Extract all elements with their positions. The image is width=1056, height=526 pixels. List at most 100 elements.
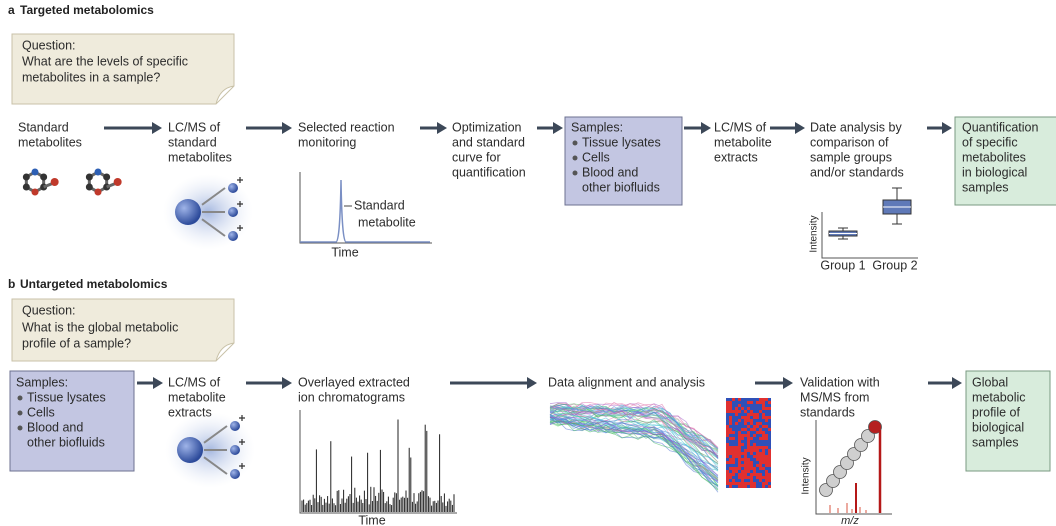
question-heading: Question: bbox=[22, 38, 76, 52]
heatmap-cell bbox=[747, 407, 750, 410]
result-text: samples bbox=[962, 180, 1009, 194]
heatmap-cell bbox=[753, 443, 756, 446]
heatmap-cell bbox=[753, 479, 756, 482]
heatmap-cell bbox=[765, 473, 768, 476]
heatmap-cell bbox=[756, 440, 759, 443]
heatmap-cell bbox=[732, 419, 735, 422]
heatmap-cell bbox=[765, 398, 768, 401]
heatmap-cell bbox=[753, 485, 756, 488]
heatmap-cell bbox=[753, 473, 756, 476]
heatmap-cell bbox=[744, 404, 747, 407]
samples-item: Tissue lysates bbox=[582, 135, 661, 149]
step-text: and standard bbox=[452, 135, 525, 149]
heatmap-cell bbox=[750, 407, 753, 410]
heatmap-cell bbox=[762, 440, 765, 443]
heatmap-cell bbox=[759, 470, 762, 473]
heatmap-cell bbox=[732, 467, 735, 470]
heatmap-cell bbox=[753, 413, 756, 416]
heatmap-cell bbox=[726, 464, 729, 467]
bullet bbox=[573, 156, 578, 161]
heatmap-cell bbox=[756, 422, 759, 425]
question-text: What is the global metabolic bbox=[22, 320, 178, 334]
heatmap-cell bbox=[747, 464, 750, 467]
heatmap-cell bbox=[732, 455, 735, 458]
heatmap-cell bbox=[765, 482, 768, 485]
heatmap-cell bbox=[747, 470, 750, 473]
heatmap-cell bbox=[726, 440, 729, 443]
heatmap-cell bbox=[765, 455, 768, 458]
heatmap-cell bbox=[744, 401, 747, 404]
heatmap-cell bbox=[741, 407, 744, 410]
heatmap-cell bbox=[756, 464, 759, 467]
heatmap-cell bbox=[753, 416, 756, 419]
heatmap-cell bbox=[738, 479, 741, 482]
heatmap-cell bbox=[738, 464, 741, 467]
heatmap-cell bbox=[747, 413, 750, 416]
heatmap-cell bbox=[738, 428, 741, 431]
heatmap-cell bbox=[762, 416, 765, 419]
heatmap-cell bbox=[735, 404, 738, 407]
arrow-head bbox=[952, 377, 962, 389]
heatmap-cell bbox=[762, 452, 765, 455]
panel-label: a bbox=[8, 3, 15, 17]
heatmap-cell bbox=[756, 446, 759, 449]
heatmap-cell bbox=[747, 467, 750, 470]
heatmap-cell bbox=[768, 467, 771, 470]
heatmap-cell bbox=[726, 407, 729, 410]
heatmap-cell bbox=[762, 428, 765, 431]
step-text: and/or standards bbox=[810, 165, 904, 179]
heatmap-cell bbox=[768, 410, 771, 413]
heatmap-cell bbox=[729, 410, 732, 413]
axis-label: Intensity bbox=[809, 215, 820, 252]
heatmap-cell bbox=[732, 434, 735, 437]
step-text: LC/MS of bbox=[714, 120, 767, 134]
heatmap-cell bbox=[762, 434, 765, 437]
heatmap-cell bbox=[732, 449, 735, 452]
figure: aTargeted metabolomicsQuestion:What are … bbox=[0, 0, 1056, 526]
atom bbox=[32, 169, 39, 176]
peak-label: Standard bbox=[354, 198, 405, 212]
heatmap-cell bbox=[756, 470, 759, 473]
heatmap-cell bbox=[732, 476, 735, 479]
heatmap-cell bbox=[750, 428, 753, 431]
heatmap-cell bbox=[744, 485, 747, 488]
heatmap-cell bbox=[738, 455, 741, 458]
heatmap-cell bbox=[741, 401, 744, 404]
heatmap-cell bbox=[765, 404, 768, 407]
heatmap-cell bbox=[753, 467, 756, 470]
step-text: MS/MS from bbox=[800, 390, 869, 404]
question-text: profile of a sample? bbox=[22, 336, 131, 350]
heatmap-cell bbox=[747, 452, 750, 455]
step-text: comparison of bbox=[810, 135, 889, 149]
heatmap-cell bbox=[756, 407, 759, 410]
heatmap-cell bbox=[744, 476, 747, 479]
heatmap-cell bbox=[747, 410, 750, 413]
step-text: metabolites bbox=[18, 135, 82, 149]
panel-title: Targeted metabolomics bbox=[20, 3, 154, 17]
heatmap-cell bbox=[756, 413, 759, 416]
heatmap-cell bbox=[744, 422, 747, 425]
heatmap-cell bbox=[744, 416, 747, 419]
heatmap-cell bbox=[747, 416, 750, 419]
heatmap-cell bbox=[759, 407, 762, 410]
heatmap-cell bbox=[756, 449, 759, 452]
heatmap-cell bbox=[729, 479, 732, 482]
heatmap-cell bbox=[744, 431, 747, 434]
group-label: Group 1 bbox=[820, 258, 865, 272]
heatmap-cell bbox=[735, 443, 738, 446]
heatmap-cell bbox=[735, 482, 738, 485]
ion-charge bbox=[239, 415, 245, 421]
group-label: Group 2 bbox=[872, 258, 917, 272]
heatmap-cell bbox=[741, 413, 744, 416]
heatmap-cell bbox=[726, 452, 729, 455]
heatmap-cell bbox=[753, 404, 756, 407]
heatmap-cell bbox=[738, 425, 741, 428]
heatmap-cell bbox=[759, 398, 762, 401]
heatmap-cell bbox=[756, 461, 759, 464]
heatmap-cell bbox=[732, 473, 735, 476]
heatmap-cell bbox=[762, 470, 765, 473]
heatmap-cell bbox=[747, 404, 750, 407]
heatmap-cell bbox=[744, 398, 747, 401]
heatmap-cell bbox=[765, 437, 768, 440]
heatmap-cell bbox=[741, 452, 744, 455]
